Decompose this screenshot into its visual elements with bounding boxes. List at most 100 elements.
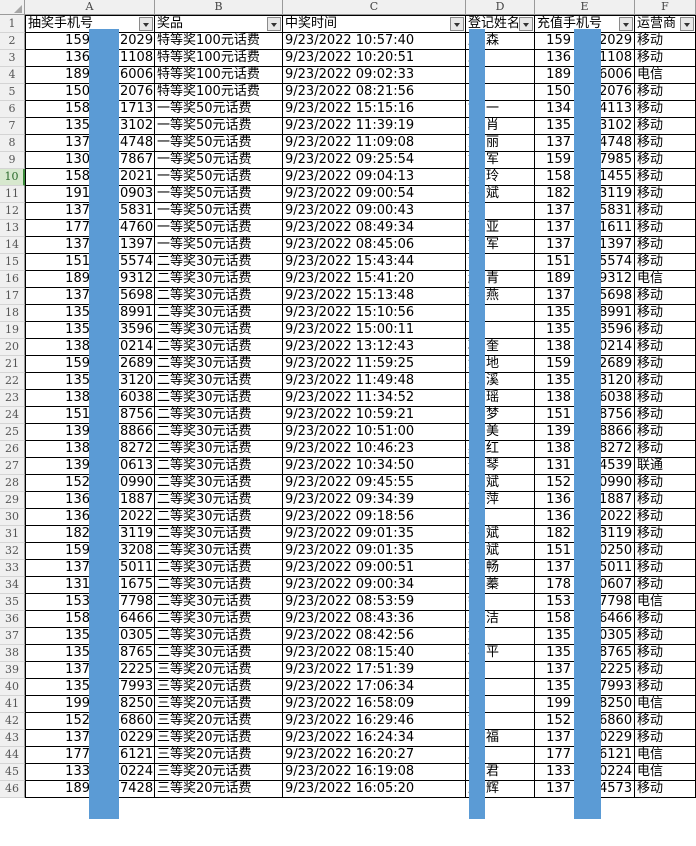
table-row[interactable]: 8 137 4748 一等奖50元话费 9/23/2022 11:09:08 方丽 137 4…: [0, 135, 696, 152]
header-cell-registered-name[interactable]: 登记姓名: [466, 15, 535, 33]
cell-carrier[interactable]: 移动: [635, 254, 696, 271]
cell-registered-name[interactable]: 王洁: [466, 611, 535, 628]
table-row[interactable]: 10 158 2021 一等奖50元话费 9/23/2022 09:04:13 吴玲 158…: [0, 169, 696, 186]
cell-prize[interactable]: 二等奖30元话费: [155, 458, 283, 475]
cell-prize[interactable]: 二等奖30元话费: [155, 611, 283, 628]
cell-recharge-phone[interactable]: 137 5698: [535, 288, 635, 305]
cell-registered-name[interactable]: 刘: [466, 713, 535, 730]
column-header-f[interactable]: F: [635, 0, 696, 14]
cell-carrier[interactable]: 移动: [635, 220, 696, 237]
cell-registered-name[interactable]: 赵青: [466, 271, 535, 288]
cell-lottery-phone[interactable]: 159 2029: [25, 33, 155, 50]
cell-lottery-phone[interactable]: 133 0224: [25, 764, 155, 781]
row-header-22[interactable]: 22: [0, 373, 25, 390]
cell-win-time[interactable]: 9/23/2022 09:45:55: [283, 475, 466, 492]
cell-win-time[interactable]: 9/23/2022 09:00:51: [283, 560, 466, 577]
row-header-25[interactable]: 25: [0, 424, 25, 441]
cell-carrier[interactable]: 移动: [635, 492, 696, 509]
cell-prize[interactable]: 三等奖20元话费: [155, 662, 283, 679]
cell-prize[interactable]: 二等奖30元话费: [155, 645, 283, 662]
cell-prize[interactable]: 二等奖30元话费: [155, 254, 283, 271]
cell-prize[interactable]: 三等奖20元话费: [155, 747, 283, 764]
table-row[interactable]: 16 189 9312 二等奖30元话费 9/23/2022 15:41:20 赵青 189…: [0, 271, 696, 288]
cell-prize[interactable]: 二等奖30元话费: [155, 526, 283, 543]
cell-win-time[interactable]: 9/23/2022 10:46:23: [283, 441, 466, 458]
row-header-34[interactable]: 34: [0, 577, 25, 594]
cell-carrier[interactable]: 移动: [635, 628, 696, 645]
cell-win-time[interactable]: 9/23/2022 08:49:34: [283, 220, 466, 237]
table-row[interactable]: 32 159 3208 二等奖30元话费 9/23/2022 09:01:35 郑斌 151…: [0, 543, 696, 560]
cell-recharge-phone[interactable]: 137 5011: [535, 560, 635, 577]
cell-registered-name[interactable]: 戴畅: [466, 560, 535, 577]
cell-carrier[interactable]: 电信: [635, 594, 696, 611]
row-header-43[interactable]: 43: [0, 730, 25, 747]
cell-win-time[interactable]: 9/23/2022 08:53:59: [283, 594, 466, 611]
table-row[interactable]: 30 136 2022 二等奖30元话费 9/23/2022 09:18:56 夏 136 2…: [0, 509, 696, 526]
cell-registered-name[interactable]: 钟: [466, 594, 535, 611]
table-row[interactable]: 18 135 8991 二等奖30元话费 9/23/2022 15:10:56 张 135 8…: [0, 305, 696, 322]
cell-carrier[interactable]: 移动: [635, 305, 696, 322]
cell-prize[interactable]: 二等奖30元话费: [155, 305, 283, 322]
row-header-41[interactable]: 41: [0, 696, 25, 713]
cell-carrier[interactable]: 移动: [635, 390, 696, 407]
cell-registered-name[interactable]: 黄: [466, 254, 535, 271]
cell-lottery-phone[interactable]: 138 0214: [25, 339, 155, 356]
cell-registered-name[interactable]: 卢: [466, 679, 535, 696]
table-row[interactable]: 9 130 7867 一等奖50元话费 9/23/2022 09:25:54 黄军 159 7…: [0, 152, 696, 169]
cell-carrier[interactable]: 电信: [635, 747, 696, 764]
table-row[interactable]: 33 137 5011 二等奖30元话费 9/23/2022 09:00:51 戴畅 137…: [0, 560, 696, 577]
cell-registered-name[interactable]: 王: [466, 662, 535, 679]
cell-carrier[interactable]: 移动: [635, 118, 696, 135]
cell-registered-name[interactable]: 王: [466, 50, 535, 67]
cell-carrier[interactable]: 移动: [635, 560, 696, 577]
cell-prize[interactable]: 特等奖100元话费: [155, 33, 283, 50]
cell-lottery-phone[interactable]: 137 4748: [25, 135, 155, 152]
cell-recharge-phone[interactable]: 135 3120: [535, 373, 635, 390]
column-header-c[interactable]: C: [283, 0, 466, 14]
cell-recharge-phone[interactable]: 159 2689: [535, 356, 635, 373]
row-header-8[interactable]: 8: [0, 135, 25, 152]
cell-registered-name[interactable]: 叶君: [466, 764, 535, 781]
cell-prize[interactable]: 一等奖50元话费: [155, 135, 283, 152]
cell-carrier[interactable]: 移动: [635, 169, 696, 186]
header-cell-prize[interactable]: 奖品: [155, 15, 283, 33]
row-header-4[interactable]: 4: [0, 67, 25, 84]
cell-registered-name[interactable]: 卢: [466, 696, 535, 713]
cell-carrier[interactable]: 电信: [635, 696, 696, 713]
filter-dropdown-icon-d[interactable]: [519, 17, 533, 31]
cell-lottery-phone[interactable]: 135 3120: [25, 373, 155, 390]
cell-prize[interactable]: 二等奖30元话费: [155, 509, 283, 526]
table-row[interactable]: 11 191 0903 一等奖50元话费 9/23/2022 09:00:54 崔斌 182…: [0, 186, 696, 203]
cell-lottery-phone[interactable]: 137 0229: [25, 730, 155, 747]
cell-lottery-phone[interactable]: 191 0903: [25, 186, 155, 203]
cell-win-time[interactable]: 9/23/2022 13:12:43: [283, 339, 466, 356]
cell-lottery-phone[interactable]: 137 5698: [25, 288, 155, 305]
table-row[interactable]: 37 135 0305 二等奖30元话费 9/23/2022 08:42:56 鲍 135 0…: [0, 628, 696, 645]
cell-win-time[interactable]: 9/23/2022 10:57:40: [283, 33, 466, 50]
cell-prize[interactable]: 一等奖50元话费: [155, 220, 283, 237]
cell-carrier[interactable]: 移动: [635, 33, 696, 50]
table-row[interactable]: 13 177 4760 一等奖50元话费 9/23/2022 08:49:34 章亚 137…: [0, 220, 696, 237]
cell-lottery-phone[interactable]: 189 6006: [25, 67, 155, 84]
cell-win-time[interactable]: 9/23/2022 16:24:34: [283, 730, 466, 747]
cell-lottery-phone[interactable]: 177 4760: [25, 220, 155, 237]
row-header-19[interactable]: 19: [0, 322, 25, 339]
row-header-45[interactable]: 45: [0, 764, 25, 781]
cell-registered-name[interactable]: 张: [466, 67, 535, 84]
row-header-5[interactable]: 5: [0, 84, 25, 101]
row-header-15[interactable]: 15: [0, 254, 25, 271]
select-all-corner[interactable]: [0, 0, 25, 14]
cell-registered-name[interactable]: 夏: [466, 509, 535, 526]
cell-registered-name[interactable]: 周森: [466, 33, 535, 50]
cell-win-time[interactable]: 9/23/2022 10:34:50: [283, 458, 466, 475]
cell-win-time[interactable]: 9/23/2022 15:15:16: [283, 101, 466, 118]
cell-carrier[interactable]: 移动: [635, 662, 696, 679]
cell-recharge-phone[interactable]: 189 9312: [535, 271, 635, 288]
cell-recharge-phone[interactable]: 137 5831: [535, 203, 635, 220]
cell-recharge-phone[interactable]: 182 3119: [535, 186, 635, 203]
cell-lottery-phone[interactable]: 138 8272: [25, 441, 155, 458]
header-cell-recharge-phone[interactable]: 充值手机号: [535, 15, 635, 33]
cell-registered-name[interactable]: 张福: [466, 730, 535, 747]
cell-win-time[interactable]: 9/23/2022 10:20:51: [283, 50, 466, 67]
